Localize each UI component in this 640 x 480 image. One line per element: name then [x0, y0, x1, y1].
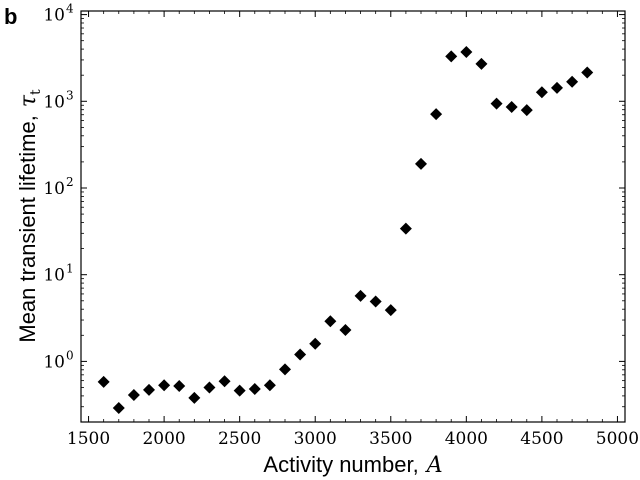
x-axis-label-symbol: A	[425, 453, 443, 478]
x-tick-label: 1500	[67, 429, 110, 449]
data-points	[97, 46, 594, 415]
data-point	[535, 86, 548, 99]
y-tick-label: 10	[43, 6, 65, 26]
data-point	[460, 46, 473, 59]
data-point	[188, 391, 201, 404]
x-tick-label: 2500	[218, 429, 261, 449]
data-point	[339, 324, 352, 337]
data-point	[248, 383, 261, 396]
data-point	[279, 363, 291, 376]
x-tick-label: 4000	[445, 429, 488, 449]
y-tick-label: 10	[43, 352, 65, 372]
x-axis-label: Activity number, A	[263, 452, 442, 478]
data-point	[294, 348, 307, 361]
y-tick-exponent: 1	[66, 262, 74, 276]
y-tick-exponent: 4	[66, 2, 74, 16]
data-point	[445, 50, 458, 63]
data-point	[112, 402, 125, 415]
data-point	[324, 315, 337, 328]
x-tick-label: 2000	[142, 429, 185, 449]
y-tick-label: 10	[43, 179, 65, 199]
data-point	[505, 100, 518, 113]
y-tick-label: 10	[43, 266, 65, 286]
plot-area	[80, 10, 626, 423]
data-point	[399, 222, 412, 235]
x-tick-label: 5000	[596, 429, 639, 449]
data-point	[127, 388, 140, 401]
data-point	[520, 104, 533, 117]
data-point	[309, 337, 322, 350]
data-point	[143, 383, 155, 396]
y-axis-label-subscript: t	[28, 89, 44, 95]
y-axis-label-text: Mean transient lifetime,	[15, 115, 40, 342]
y-axis-label: Mean transient lifetime, τt	[15, 89, 44, 343]
data-point	[475, 57, 488, 70]
y-tick-exponent: 3	[66, 88, 74, 102]
x-tick-label: 4500	[520, 429, 563, 449]
data-point	[354, 289, 367, 302]
data-point	[551, 81, 563, 94]
x-axis-label-text: Activity number,	[263, 452, 418, 477]
data-point	[369, 295, 382, 308]
y-axis-label-symbol: τ	[16, 94, 41, 107]
data-point	[490, 97, 503, 110]
x-axis: 1500 2000 2500 3000 3500 4000 4500 5000	[67, 11, 639, 449]
data-point	[173, 380, 186, 393]
data-point	[263, 379, 276, 392]
y-tick-label: 10	[43, 92, 65, 112]
data-point	[203, 381, 216, 394]
x-tick-label: 3000	[294, 429, 337, 449]
data-point	[233, 384, 246, 397]
data-point	[158, 379, 171, 392]
data-point	[415, 157, 427, 170]
data-point	[384, 304, 397, 317]
data-point	[581, 66, 594, 79]
data-point	[566, 75, 579, 88]
data-point	[218, 375, 231, 388]
panel-label: b	[4, 4, 17, 29]
data-point	[97, 375, 110, 388]
y-tick-exponent: 2	[66, 175, 74, 189]
data-point	[430, 108, 443, 121]
y-tick-exponent: 0	[66, 348, 74, 362]
x-tick-label: 3500	[369, 429, 412, 449]
